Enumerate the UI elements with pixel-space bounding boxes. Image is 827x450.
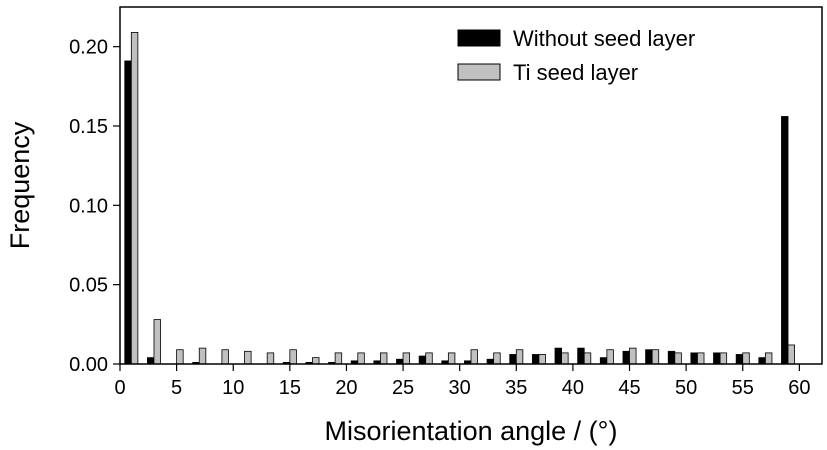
bar-ti-seed-22 — [629, 347, 637, 365]
bar-without-seed-22 — [622, 350, 630, 365]
bar-ti-seed-24 — [674, 352, 682, 365]
x-tick-label: 60 — [788, 377, 810, 399]
bar-ti-seed-4 — [221, 349, 229, 365]
bar-without-seed-21 — [599, 357, 608, 365]
legend-label-0: Without seed layer — [513, 26, 695, 51]
x-tick-label: 50 — [675, 377, 697, 399]
bar-ti-seed-19 — [561, 352, 569, 365]
bar-without-seed-27 — [735, 354, 744, 365]
x-tick-label: 15 — [279, 377, 301, 399]
bar-ti-seed-15 — [470, 349, 478, 365]
bar-ti-seed-5 — [244, 350, 252, 365]
bar-ti-seed-1 — [153, 319, 161, 365]
legend: Without seed layer Ti seed layer — [457, 26, 695, 85]
bar-without-seed-25 — [690, 352, 698, 365]
bar-ti-seed-2 — [176, 349, 184, 365]
bar-ti-seed-18 — [538, 354, 546, 365]
x-tick-label: 0 — [114, 377, 125, 399]
y-tick-label: 0.20 — [69, 37, 108, 59]
bar-without-seed-13 — [418, 355, 427, 365]
bar-ti-seed-7 — [289, 349, 297, 365]
bar-ti-seed-3 — [198, 347, 207, 365]
bar-ti-seed-23 — [651, 349, 660, 365]
bar-ti-seed-27 — [742, 352, 750, 365]
plot-frame — [119, 6, 823, 365]
bar-ti-seed-21 — [606, 349, 614, 365]
bar-without-seed-29 — [781, 116, 789, 365]
bar-without-seed-17 — [509, 354, 517, 365]
x-tick-label: 35 — [505, 377, 527, 399]
y-tick-label: 0.05 — [69, 275, 108, 297]
y-tick-label: 0.10 — [69, 195, 108, 217]
bar-ti-seed-25 — [697, 352, 705, 365]
x-tick-label: 40 — [562, 377, 584, 399]
x-tick-label: 55 — [732, 377, 754, 399]
y-axis: 0.00 0.05 0.10 0.15 0.20 — [69, 37, 120, 376]
bar-without-seed-20 — [577, 347, 585, 365]
x-tick-label: 45 — [618, 377, 640, 399]
bar-ti-seed-0 — [130, 31, 139, 365]
bar-without-seed-18 — [531, 354, 540, 365]
legend-swatch-1 — [457, 63, 501, 81]
x-axis: 0 5 10 15 20 25 30 35 40 45 50 55 60 — [114, 364, 810, 399]
bar-ti-seed-28 — [764, 352, 773, 365]
y-tick-label: 0.15 — [69, 116, 108, 138]
bar-ti-seed-12 — [402, 352, 411, 365]
bar-without-seed-24 — [667, 350, 676, 365]
x-tick-label: 25 — [392, 377, 414, 399]
bar-ti-seed-17 — [515, 349, 524, 365]
x-tick-label: 10 — [222, 377, 244, 399]
bar-without-seed-19 — [554, 347, 562, 365]
x-axis-title: Misorientation angle / (°) — [325, 416, 618, 446]
bar-without-seed-0 — [124, 60, 132, 365]
bar-ti-seed-9 — [334, 352, 343, 365]
bar-ti-seed-20 — [583, 352, 592, 365]
bar-ti-seed-10 — [357, 352, 365, 365]
bar-ti-seed-8 — [312, 357, 320, 365]
x-tick-label: 30 — [449, 377, 471, 399]
bars-layer — [124, 31, 796, 365]
bar-ti-seed-16 — [493, 352, 501, 365]
bar-without-seed-28 — [758, 357, 766, 365]
bar-ti-seed-29 — [787, 344, 796, 365]
bar-without-seed-1 — [146, 357, 155, 365]
legend-label-1: Ti seed layer — [513, 60, 638, 85]
bar-ti-seed-14 — [447, 352, 456, 365]
legend-swatch-0 — [457, 29, 501, 47]
bar-ti-seed-26 — [719, 352, 728, 365]
bar-ti-seed-11 — [380, 352, 388, 365]
bar-without-seed-23 — [645, 349, 653, 365]
bar-ti-seed-6 — [266, 352, 275, 365]
x-tick-label: 5 — [171, 377, 182, 399]
x-tick-label: 20 — [335, 377, 357, 399]
bar-ti-seed-13 — [425, 352, 433, 365]
y-axis-title: Frequency — [5, 121, 35, 249]
y-tick-label: 0.00 — [69, 354, 108, 376]
bar-without-seed-26 — [713, 352, 721, 365]
